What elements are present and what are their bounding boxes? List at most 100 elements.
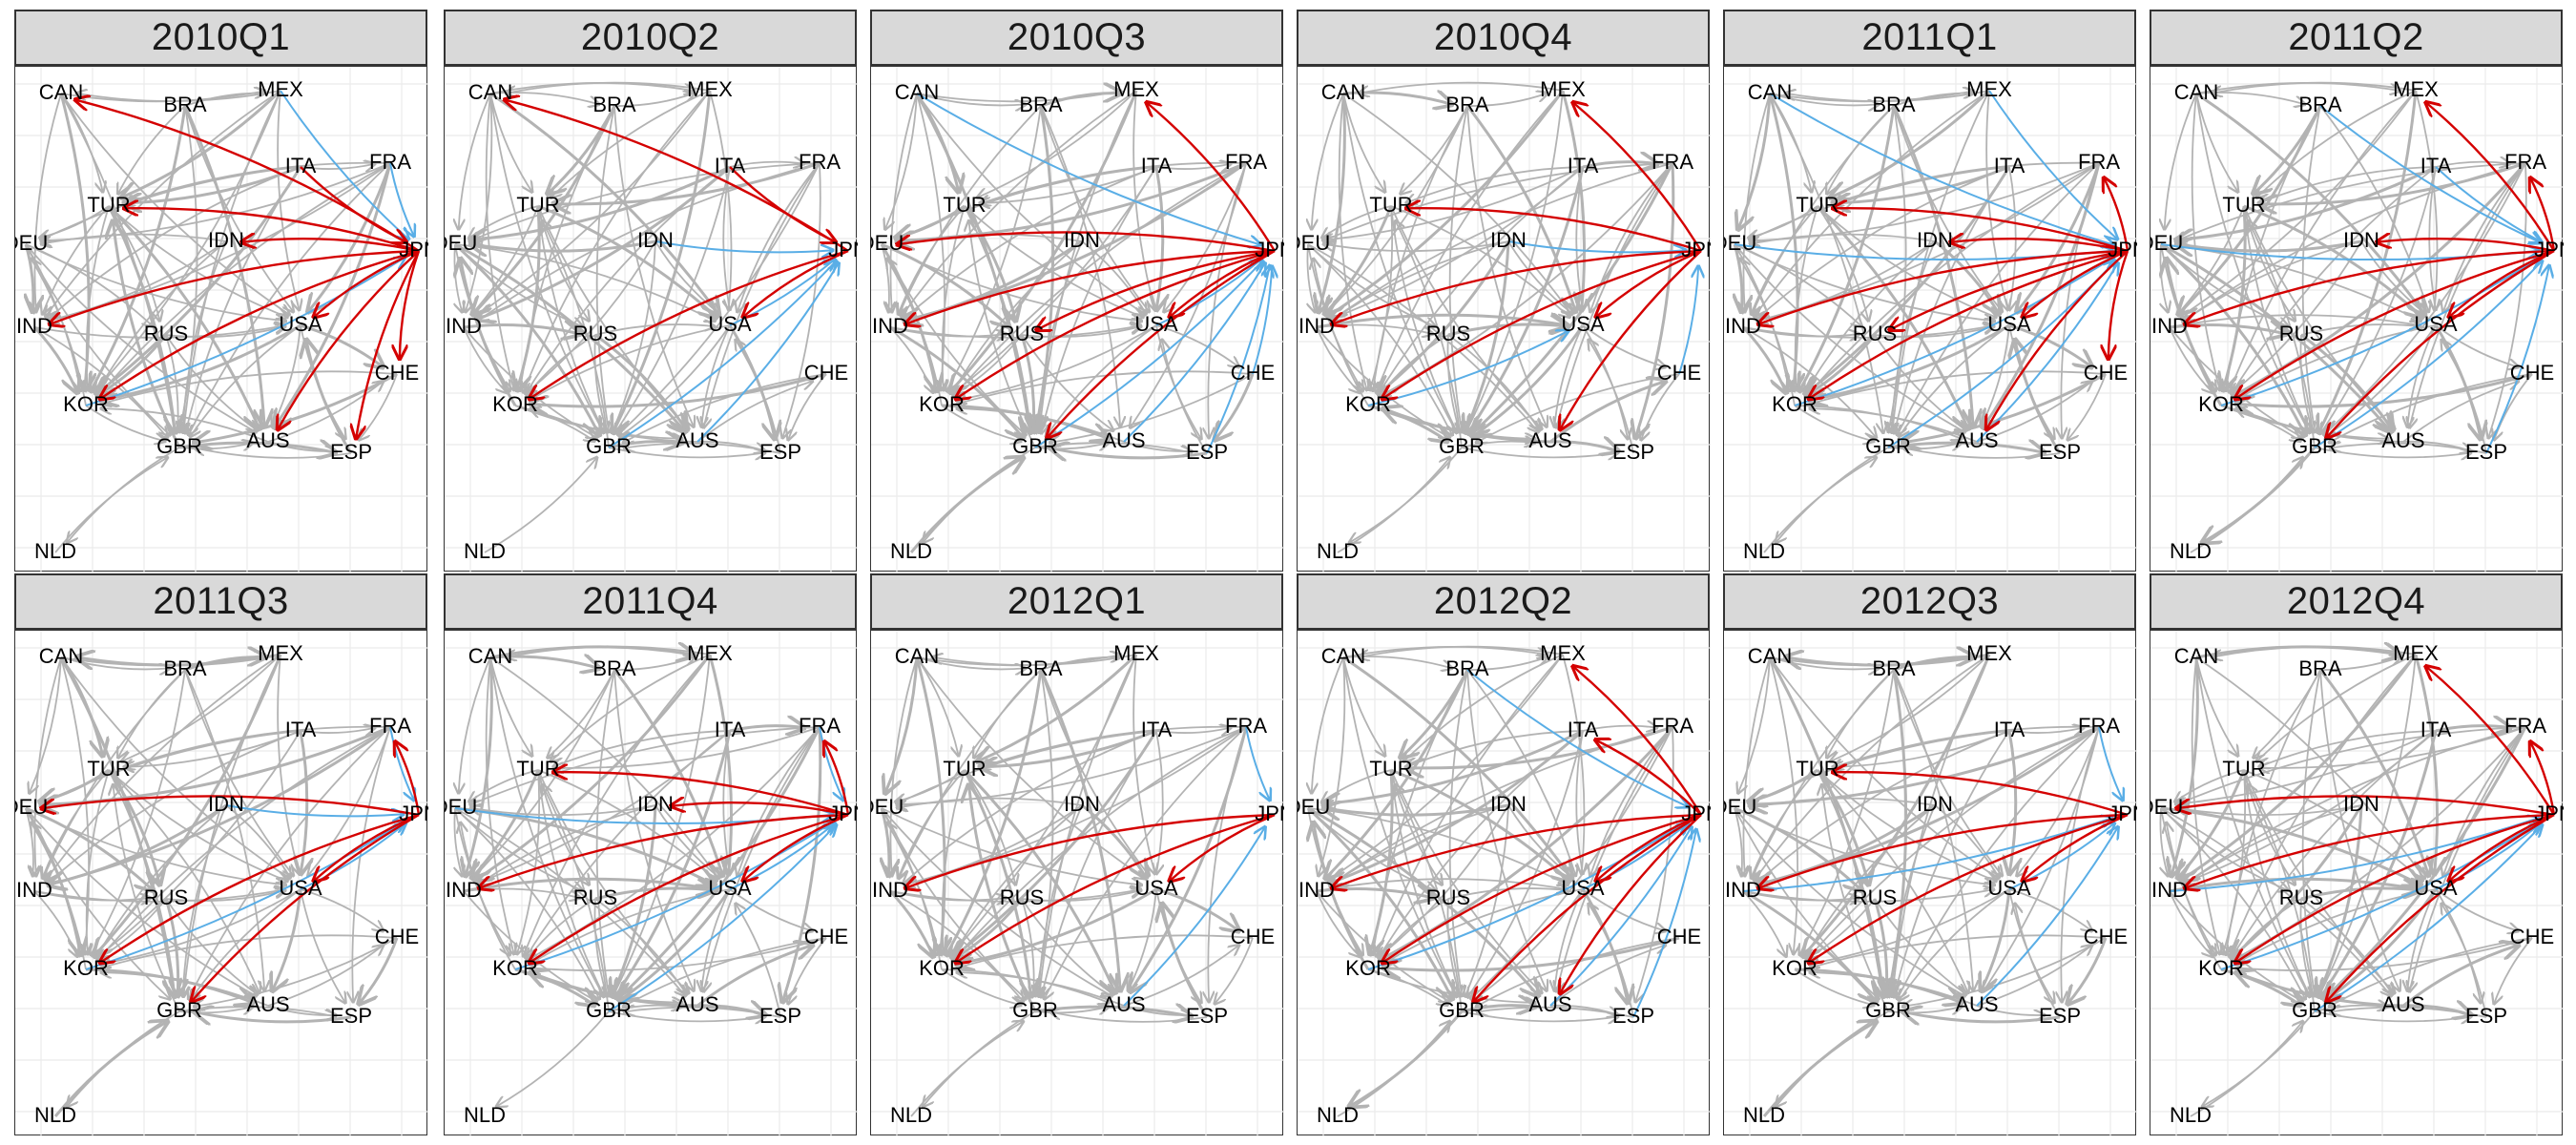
node-CAN: CAN bbox=[468, 644, 512, 668]
edge-red-JPN-TUR bbox=[553, 772, 849, 817]
edge-red-JPN-IND bbox=[50, 249, 420, 324]
edge-neutral-FRA-ESP bbox=[2488, 162, 2527, 438]
node-USA: USA bbox=[1134, 876, 1178, 900]
edge-neutral-FRA-TUR bbox=[2259, 161, 2526, 204]
edge-neutral-FRA-TUR bbox=[1833, 725, 2100, 768]
edge-neutral-USA-CHE bbox=[1582, 324, 1666, 367]
node-DEU: DEU bbox=[15, 795, 48, 819]
panel-plot-area: CAN BRA MEX ITA FRA TUR IDN JPN DEU IND RUS USA CHE K… bbox=[1723, 630, 2137, 1136]
edge-neutral-CAN-IND bbox=[890, 93, 918, 312]
node-CHE: CHE bbox=[1231, 361, 1275, 385]
edge-neutral-CAN-GBR bbox=[1342, 656, 1457, 997]
edge-red-JPN-CHE bbox=[2109, 250, 2129, 359]
edge-neutral-MEX-KOR bbox=[93, 654, 282, 956]
edge-neutral-BRA-IND bbox=[1325, 105, 1468, 315]
edge-neutral-IND-GBR bbox=[33, 326, 168, 438]
edge-neutral-FRA-AUS bbox=[703, 726, 821, 991]
edge-neutral-CAN-TUR bbox=[915, 93, 959, 192]
edge-neutral-CAN-DEU bbox=[1738, 656, 1771, 793]
edge-neutral-IDN-USA bbox=[2360, 240, 2425, 314]
edge-red-JPN-RUS bbox=[1889, 249, 2129, 330]
node-USA: USA bbox=[1561, 312, 1605, 336]
edge-neutral-TUR-KOR bbox=[2223, 769, 2247, 954]
node-IND: IND bbox=[1298, 314, 1335, 338]
edge-neutral-ITA-DEU bbox=[1749, 166, 2010, 240]
edge-neutral-IDN-DEU bbox=[1750, 233, 1936, 244]
edge-blue-KOR-JPN bbox=[1794, 258, 2113, 406]
node-DEU: DEU bbox=[15, 231, 48, 255]
edge-neutral-IND-KOR bbox=[888, 889, 933, 957]
node-KOR: KOR bbox=[492, 392, 538, 416]
edge-neutral-DEU-RUS bbox=[2160, 807, 2289, 890]
edge-red-JPN-IND bbox=[1758, 249, 2129, 324]
edge-neutral-ITA-FRA bbox=[729, 162, 804, 167]
edge-neutral-KOR-GBR bbox=[1794, 405, 1874, 441]
node-FRA: FRA bbox=[369, 714, 411, 738]
edge-neutral-IDN-GBR bbox=[183, 240, 227, 432]
edge-neutral-CHE-ESP bbox=[2067, 373, 2107, 440]
edge-neutral-TUR-DEU bbox=[2175, 769, 2245, 802]
edge-neutral-CHE-KOR bbox=[530, 372, 827, 406]
node-USA: USA bbox=[2414, 876, 2458, 900]
edge-neutral-IDN-GBR bbox=[613, 804, 657, 996]
edge-neutral-RUS-AUS bbox=[594, 898, 687, 994]
edge-neutral-ITA-TUR bbox=[553, 730, 731, 767]
edge-neutral-GBR-NLD bbox=[1349, 447, 1463, 543]
network-graph: CAN BRA MEX ITA FRA TUR IDN JPN DEU IND RUS USA CHE K… bbox=[445, 631, 858, 1136]
node-JPN: JPN bbox=[2108, 802, 2137, 825]
edge-neutral-CHE-GBR bbox=[623, 373, 827, 443]
edge-blue-ESP-JPN bbox=[1632, 829, 1696, 1018]
edge-neutral-FRA-GBR bbox=[1898, 162, 2100, 435]
edge-neutral-FRA-USA bbox=[2017, 726, 2100, 876]
node-RUS: RUS bbox=[1426, 322, 1470, 345]
edge-neutral-ITA-DEU bbox=[2175, 165, 2437, 240]
edge-neutral-ITA-IND bbox=[904, 166, 1157, 320]
node-TUR: TUR bbox=[87, 757, 130, 781]
node-IND: IND bbox=[16, 314, 52, 338]
edge-neutral-FRA-ESP bbox=[352, 726, 391, 1002]
edge-neutral-KOR-DEU bbox=[461, 822, 516, 970]
edge-red-JPN-KOR bbox=[1382, 813, 1702, 963]
node-ESP: ESP bbox=[330, 440, 372, 464]
edge-neutral-MEX-GBR bbox=[183, 654, 281, 997]
edge-neutral-TUR-AUS bbox=[1390, 205, 1542, 429]
node-JPN: JPN bbox=[399, 238, 428, 261]
edge-neutral-FRA-TUR bbox=[1833, 161, 2100, 204]
node-CHE: CHE bbox=[375, 925, 419, 948]
edge-neutral-FRA-TUR bbox=[1406, 725, 1673, 768]
edge-neutral-KOR-GBR bbox=[941, 405, 1021, 441]
edge-neutral-IND-KOR bbox=[2169, 326, 2212, 393]
edge-neutral-BRA-IND bbox=[2178, 105, 2322, 315]
edge-neutral-IDN-USA bbox=[225, 804, 290, 878]
edge-neutral-FRA-AUS bbox=[2409, 726, 2526, 991]
edge-neutral-DEU-GBR bbox=[2159, 242, 2305, 435]
edge-neutral-FRA-KOR bbox=[98, 162, 391, 396]
node-AUS: AUS bbox=[2381, 992, 2424, 1016]
node-BRA: BRA bbox=[2298, 656, 2342, 680]
edge-neutral-ITA-GBR bbox=[1894, 730, 2010, 997]
edge-neutral-MEX-TUR bbox=[1830, 89, 1991, 198]
edge-neutral-BRA-GBR bbox=[1448, 669, 1468, 996]
edge-neutral-CAN-TUR bbox=[1342, 656, 1385, 756]
edge-neutral-RUS-GBR bbox=[1446, 334, 1460, 432]
edge-red-JPN-KOR bbox=[1809, 249, 2129, 399]
edge-neutral-CHE-KOR bbox=[957, 370, 1254, 404]
panel-plot-area: CAN BRA MEX ITA FRA TUR IDN JPN DEU IND RUS USA CHE K… bbox=[2150, 630, 2564, 1136]
edge-red-JPN-IND bbox=[1332, 813, 1702, 888]
edge-neutral-MEX-CAN bbox=[2212, 81, 2417, 94]
edge-red-JPN-TUR bbox=[1406, 208, 1702, 253]
edge-neutral-FRA-TUR bbox=[553, 726, 821, 768]
edge-blue-IDN-JPN bbox=[225, 804, 404, 816]
edge-neutral-IND-USA bbox=[463, 879, 715, 891]
edge-neutral-USA-KOR bbox=[956, 324, 1157, 400]
node-labels: CAN BRA MEX ITA FRA TUR IDN JPN DEU IND RUS USA CHE K… bbox=[1298, 641, 1711, 1127]
edge-neutral-TUR-AUS bbox=[1816, 204, 1968, 429]
edge-neutral-MEX-IND bbox=[1755, 654, 1990, 881]
node-CAN: CAN bbox=[2174, 644, 2218, 668]
edge-neutral-GBR-AUS bbox=[1034, 443, 1109, 448]
node-RUS: RUS bbox=[1853, 885, 1897, 909]
edge-neutral-IDN-KOR bbox=[1378, 804, 1509, 958]
edge-neutral-TUR-KOR bbox=[1370, 205, 1394, 390]
panel-2011Q4: 2011Q4 CAN BRA MEX ITA FRA TUR IDN JPN DEU IND RUS U… bbox=[444, 573, 858, 1136]
edge-neutral-IND-KOR bbox=[889, 326, 933, 393]
